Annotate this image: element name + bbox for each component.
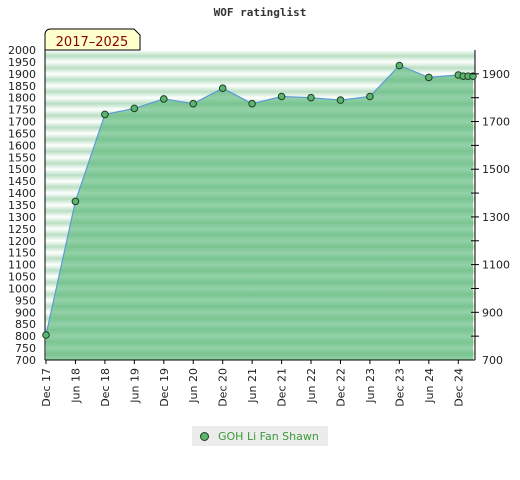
x-tick-label: Dec 22 <box>334 368 347 407</box>
y-left-tick-label: 900 <box>15 306 36 319</box>
x-tick-label: Jun 18 <box>69 368 82 404</box>
y-left-tick-label: 1950 <box>8 56 36 69</box>
legend-series-name: GOH Li Fan Shawn <box>218 429 319 443</box>
y-left-tick-label: 1200 <box>8 235 36 248</box>
y-left-tick-label: 1100 <box>8 259 36 272</box>
y-left-tick-label: 1050 <box>8 271 36 284</box>
data-point <box>248 99 256 108</box>
data-point <box>469 72 477 80</box>
data-point <box>307 93 315 102</box>
series-area <box>46 65 473 360</box>
y-left-tick-label: 1500 <box>8 163 36 176</box>
x-tick-label: Jun 21 <box>246 368 259 404</box>
y-left-tick-label: 1350 <box>8 199 36 212</box>
y-right-tick-label: 1300 <box>482 211 510 224</box>
x-tick-label: Dec 19 <box>158 368 171 407</box>
y-left-tick-label: 700 <box>15 354 36 367</box>
x-tick-label: Jun 24 <box>423 368 436 404</box>
y-right-tick-label: 1100 <box>482 259 510 272</box>
y-left-tick-label: 2000 <box>8 44 36 57</box>
y-left-tick-label: 1250 <box>8 223 36 236</box>
y-left-tick-label: 1700 <box>8 116 36 129</box>
data-point <box>42 331 50 339</box>
y-right-tick-label: 1500 <box>482 163 510 176</box>
data-point <box>189 99 197 108</box>
y-left-tick-label: 1400 <box>8 187 36 200</box>
data-point <box>160 95 168 103</box>
y-left-tick-label: 750 <box>15 342 36 355</box>
period-label: 2017–2025 <box>56 35 129 50</box>
y-left-tick-label: 1550 <box>8 151 36 164</box>
data-point <box>366 92 374 101</box>
y-left-tick-label: 1600 <box>8 139 36 152</box>
x-tick-label: Jun 23 <box>364 368 377 404</box>
y-left-tick-label: 950 <box>15 294 36 307</box>
y-right-tick-label: 900 <box>482 306 503 319</box>
chart-title: WOF ratinglist <box>214 6 307 19</box>
data-point <box>101 110 109 119</box>
legend-marker-icon <box>200 431 209 441</box>
x-tick-label: Dec 20 <box>217 368 230 407</box>
y-right-tick-label: 700 <box>482 354 503 367</box>
y-right-tick-label: 1900 <box>482 68 510 81</box>
y-left-tick-label: 1000 <box>8 282 36 295</box>
y-right-tick-label: 1700 <box>482 116 510 129</box>
data-point <box>425 73 433 82</box>
x-tick-label: Dec 23 <box>393 368 406 407</box>
x-tick-label: Dec 21 <box>276 368 289 407</box>
y-left-tick-label: 1900 <box>8 68 36 81</box>
y-left-tick-label: 850 <box>15 318 36 331</box>
data-point <box>218 84 227 92</box>
y-left-tick-label: 1150 <box>8 247 36 260</box>
x-tick-label: Dec 17 <box>40 368 53 407</box>
x-tick-label: Dec 18 <box>99 368 112 407</box>
y-left-tick-label: 800 <box>15 330 36 343</box>
data-point <box>336 96 345 104</box>
data-point <box>130 104 139 113</box>
x-tick-label: Jun 20 <box>187 368 200 404</box>
x-tick-label: Jun 22 <box>305 368 318 404</box>
y-left-tick-label: 1650 <box>8 127 36 140</box>
y-left-tick-label: 1450 <box>8 175 36 188</box>
y-left-tick-label: 1300 <box>8 211 36 224</box>
y-left-tick-label: 1850 <box>8 80 36 93</box>
x-tick-label: Jun 19 <box>128 368 141 404</box>
legend: GOH Li Fan Shawn <box>192 426 328 446</box>
period-badge: 2017–2025 <box>44 28 141 51</box>
x-tick-label: Dec 24 <box>452 368 465 407</box>
data-point <box>71 197 80 206</box>
data-point <box>277 92 286 101</box>
y-left-tick-label: 1800 <box>8 92 36 105</box>
data-point <box>395 61 404 70</box>
y-left-tick-label: 1750 <box>8 104 36 117</box>
